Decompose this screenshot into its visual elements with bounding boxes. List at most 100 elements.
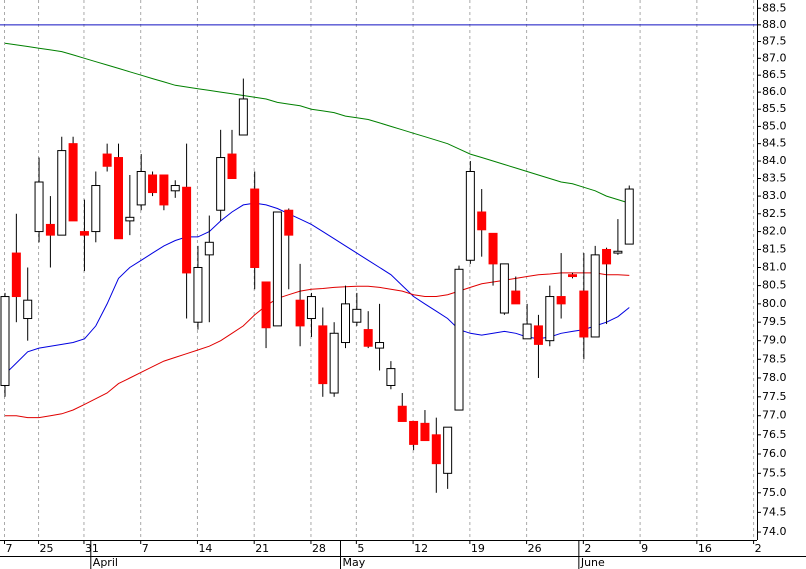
candle-body xyxy=(602,248,612,265)
candle-body xyxy=(568,274,577,278)
candle-body xyxy=(511,290,521,305)
y-tick-label: 76.0 xyxy=(762,447,787,460)
x-tick-label: 5 xyxy=(357,542,364,555)
y-tick-label: 81.0 xyxy=(762,260,787,273)
candle-body xyxy=(182,186,192,274)
month-label: June xyxy=(580,556,605,569)
plot-area xyxy=(0,0,757,540)
candle-body xyxy=(216,157,226,211)
y-tick-label: 75.5 xyxy=(762,466,787,479)
y-tick-label: 88.0 xyxy=(762,18,787,31)
x-tick-label: 16 xyxy=(698,542,712,555)
x-tick-label: 12 xyxy=(414,542,428,555)
y-tick-label: 77.5 xyxy=(762,390,787,403)
candle-body xyxy=(352,308,362,323)
candle-body xyxy=(34,181,44,233)
candle-body xyxy=(545,296,555,342)
y-tick-label: 83.0 xyxy=(762,189,787,202)
candle-body xyxy=(318,325,328,385)
candle-body xyxy=(204,241,214,256)
y-tick-label: 81.5 xyxy=(762,242,787,255)
y-tick-label: 78.0 xyxy=(762,371,787,384)
candle-body xyxy=(0,296,10,386)
candle-body xyxy=(45,223,55,236)
y-tick-label: 86.5 xyxy=(762,68,787,81)
candle-body xyxy=(238,98,248,136)
x-tick-label: 2 xyxy=(584,542,591,555)
candle-body xyxy=(170,185,180,192)
y-tick-label: 84.0 xyxy=(762,154,787,167)
y-tick-label: 80.0 xyxy=(762,297,787,310)
candle-body xyxy=(284,209,294,236)
candle-body xyxy=(79,231,89,236)
y-tick-label: 82.0 xyxy=(762,225,787,238)
x-tick-label: 7 xyxy=(6,542,13,555)
y-tick-label: 79.0 xyxy=(762,334,787,347)
candle-body xyxy=(250,188,260,268)
candle-body xyxy=(23,299,33,320)
candle-body xyxy=(556,296,566,305)
candle-body xyxy=(375,342,385,349)
y-tick-label: 75.0 xyxy=(762,486,787,499)
month-label: April xyxy=(93,556,118,569)
x-tick-label: 31 xyxy=(85,542,99,555)
candle-body xyxy=(409,420,419,445)
y-tick-label: 78.5 xyxy=(762,352,787,365)
candle-body xyxy=(227,153,237,180)
y-tick-label: 82.5 xyxy=(762,207,787,220)
candle-body xyxy=(579,290,589,338)
y-tick-label: 86.0 xyxy=(762,85,787,98)
y-tick-label: 85.0 xyxy=(762,119,787,132)
candle-body xyxy=(125,216,135,222)
candle-body xyxy=(454,268,464,411)
candle-body xyxy=(533,325,543,345)
candle-body xyxy=(57,150,67,236)
candle-body xyxy=(114,157,123,240)
candle-body xyxy=(397,405,407,422)
candle-body xyxy=(193,266,203,323)
candle-body xyxy=(341,303,350,344)
candle-body xyxy=(261,281,271,329)
moving-average-line xyxy=(4,42,630,204)
y-tick-label: 76.5 xyxy=(762,428,787,441)
x-tick-label: 28 xyxy=(312,542,326,555)
x-tick-label: 19 xyxy=(471,542,485,555)
candle-body xyxy=(272,211,282,327)
candle-body xyxy=(431,434,441,465)
moving-average-line xyxy=(5,272,630,419)
candle-body xyxy=(91,185,101,233)
candle-body xyxy=(465,170,475,261)
x-tick-label: 7 xyxy=(142,542,149,555)
candle-body xyxy=(499,263,509,314)
y-tick-label: 87.5 xyxy=(762,35,787,48)
x-tick-label: 21 xyxy=(255,542,269,555)
y-tick-label: 83.5 xyxy=(762,172,787,185)
candle-body xyxy=(148,174,158,194)
y-tick-label: 85.5 xyxy=(762,102,787,115)
month-label: May xyxy=(343,556,366,569)
candle-body xyxy=(102,153,112,167)
candle-body xyxy=(488,232,498,265)
candle-body xyxy=(136,170,146,206)
x-tick-label: 26 xyxy=(528,542,542,555)
candle-body xyxy=(477,211,487,231)
y-tick-label: 79.5 xyxy=(762,315,787,328)
candle-body xyxy=(522,323,532,340)
y-tick-label: 74.5 xyxy=(762,505,787,518)
candle-body xyxy=(11,252,21,298)
candle-body xyxy=(386,368,396,386)
candle-body xyxy=(624,188,634,245)
candle-body xyxy=(590,254,600,338)
y-tick-label: 88.5 xyxy=(762,1,787,14)
y-tick-label: 74.0 xyxy=(762,525,787,538)
x-tick-label: 25 xyxy=(40,542,54,555)
candle-body xyxy=(613,250,623,254)
candle-body xyxy=(363,329,373,347)
candle-body xyxy=(443,426,453,474)
candle-body xyxy=(295,299,305,327)
candle-body xyxy=(159,174,169,206)
y-tick-label: 87.0 xyxy=(762,51,787,64)
y-tick-label: 84.5 xyxy=(762,137,787,150)
x-tick-label: 14 xyxy=(198,542,212,555)
